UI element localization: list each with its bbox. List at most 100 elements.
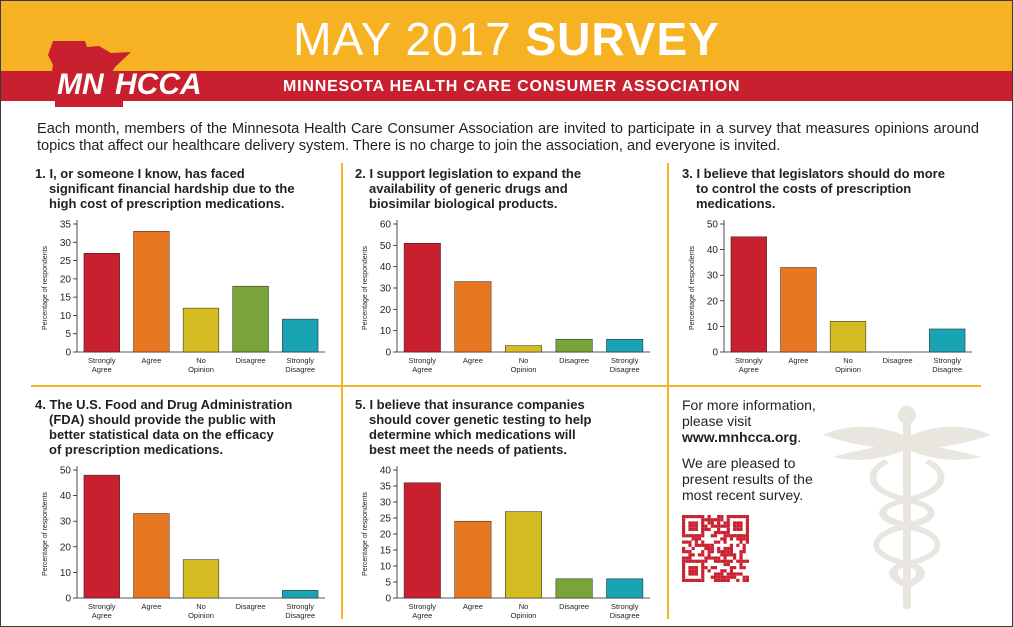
- y-tick-label: 15: [60, 293, 72, 304]
- qr-module: [742, 515, 746, 519]
- bar: [83, 474, 120, 599]
- y-tick-label: 0: [385, 594, 391, 605]
- qr-module: [736, 559, 740, 563]
- qr-module: [726, 553, 730, 557]
- qr-module: [682, 521, 686, 525]
- qr-module: [723, 569, 727, 573]
- qr-module: [736, 524, 740, 528]
- x-category-label: Disagree: [883, 356, 913, 365]
- y-axis-label: Percentage of respondents: [42, 245, 49, 330]
- y-tick-label: 10: [707, 322, 719, 333]
- y-tick-label: 35: [60, 220, 72, 231]
- x-category-label: Strongly: [933, 356, 961, 365]
- bar: [555, 578, 593, 599]
- bar: [730, 236, 767, 353]
- qr-module: [739, 562, 743, 567]
- y-tick-label: 50: [60, 466, 72, 477]
- qr-module: [710, 546, 714, 551]
- question-panel-3: 3. I believe that legislators should do …: [682, 166, 982, 381]
- qr-module: [713, 524, 718, 528]
- y-tick-label: 0: [65, 348, 71, 359]
- qr-module: [745, 575, 749, 579]
- x-category-label: Opinion: [511, 365, 537, 374]
- qr-module: [733, 572, 737, 576]
- qr-module: [733, 527, 737, 531]
- x-category-label: Agree: [739, 365, 759, 374]
- qr-module: [688, 534, 692, 538]
- qr-module: [682, 569, 686, 573]
- website-link[interactable]: www.mnhcca.org: [682, 429, 798, 445]
- qr-module: [710, 550, 714, 554]
- qr-module: [682, 524, 686, 528]
- qr-module: [717, 550, 721, 554]
- qr-module: [739, 540, 743, 544]
- qr-module: [713, 518, 718, 522]
- qr-module: [710, 518, 714, 522]
- qr-module: [694, 572, 698, 576]
- question-title-line: of prescription medications.: [49, 442, 224, 457]
- qr-module: [726, 572, 730, 576]
- qr-module: [701, 527, 705, 531]
- qr-module: [691, 578, 695, 582]
- logo-hcca: HCCA: [115, 68, 202, 101]
- y-tick-label: 10: [60, 311, 72, 322]
- y-tick-label: 30: [380, 498, 392, 509]
- qr-module: [742, 550, 746, 554]
- x-category-label: Agree: [412, 365, 432, 374]
- qr-module: [682, 534, 686, 538]
- qr-code-icon[interactable]: [682, 515, 749, 582]
- minnesota-state-icon: [48, 41, 131, 107]
- question-title-2: 2. I support legislation to expand the av…: [355, 166, 581, 211]
- qr-module: [733, 515, 737, 519]
- x-category-label: Agree: [788, 356, 808, 365]
- qr-module: [701, 566, 705, 570]
- mnhcca-logo: MN HCCA: [48, 41, 202, 107]
- qr-module: [723, 524, 727, 528]
- qr-module: [685, 540, 689, 544]
- qr-module: [717, 530, 721, 535]
- qr-module: [742, 543, 746, 547]
- qr-module: [723, 521, 727, 525]
- qr-module: [685, 534, 689, 538]
- bar: [829, 321, 867, 353]
- qr-module: [739, 572, 743, 576]
- qr-module: [707, 521, 711, 525]
- qr-module: [729, 537, 734, 541]
- qr-module: [697, 543, 702, 547]
- qr-module: [682, 556, 686, 560]
- qr-module: [691, 553, 695, 557]
- qr-module: [688, 524, 692, 528]
- qr-module: [701, 575, 705, 579]
- qr-module: [685, 556, 689, 560]
- qr-module: [745, 537, 749, 541]
- qr-module: [694, 543, 698, 547]
- qr-module: [736, 572, 740, 576]
- qr-module: [694, 566, 698, 570]
- qr-module: [691, 537, 695, 541]
- qr-module: [701, 562, 705, 567]
- qr-module: [720, 553, 724, 557]
- qr-module: [720, 518, 724, 522]
- qr-module: [688, 572, 692, 576]
- qr-module: [733, 556, 737, 560]
- qr-module: [701, 543, 705, 547]
- x-category-label: Strongly: [409, 602, 437, 611]
- y-tick-label: 40: [60, 491, 72, 502]
- qr-module: [691, 546, 695, 551]
- y-tick-label: 30: [60, 238, 72, 249]
- qr-module: [704, 556, 708, 560]
- y-tick-label: 30: [707, 271, 719, 282]
- question-title-1: 1. I, or someone I know, has faced signif…: [35, 166, 295, 211]
- qr-module: [726, 550, 730, 554]
- qr-module: [736, 521, 740, 525]
- qr-module: [723, 553, 727, 557]
- qr-module: [691, 515, 695, 519]
- qr-module: [701, 559, 705, 563]
- bar: [133, 513, 170, 599]
- x-category-label: Agree: [92, 611, 112, 620]
- qr-module: [745, 578, 749, 582]
- y-tick-label: 50: [707, 220, 719, 231]
- divider-vertical-top-left: [341, 163, 343, 385]
- info-line-1: For more information,: [682, 397, 816, 413]
- qr-module: [701, 550, 705, 554]
